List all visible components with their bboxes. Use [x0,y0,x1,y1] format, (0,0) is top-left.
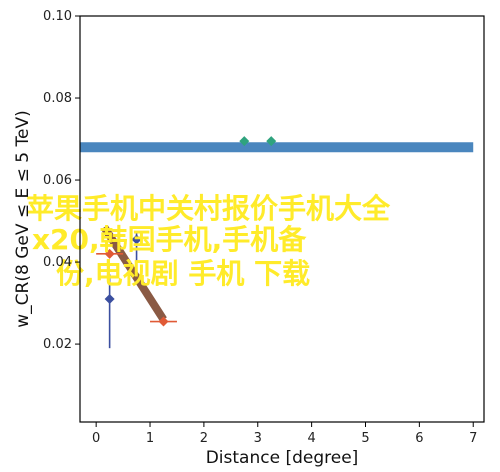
data-point [104,293,115,304]
data-point [131,234,142,245]
overlay-text-line: 份,电视剧 手机 下载 [56,257,310,290]
x-axis-title: Distance [degree] [206,448,359,468]
x-tick-label: 5 [361,431,369,446]
x-tick-label: 4 [307,431,315,446]
chart-marks [80,136,474,349]
y-tick-label: 0.10 [43,9,72,24]
overlay-text-line: 苹果手机中关村报价手机大全 [26,192,391,225]
data-point [158,316,169,327]
y-tick-label: 0.06 [43,173,72,188]
overlay-text-line: x20,韩国手机,手机备 [32,223,307,256]
x-tick-label: 7 [469,431,477,446]
y-tick-label: 0.02 [43,337,72,352]
y-tick-label: 0.08 [43,91,72,106]
data-point [239,136,250,147]
plot-area [80,16,484,422]
y-axis-title: w_CR(8 GeV ≤ E ≤ 5 TeV) [13,110,33,327]
x-tick-label: 6 [415,431,423,446]
x-tick-label: 1 [146,431,154,446]
data-point [266,136,277,147]
y-tick-label: 0.04 [43,255,72,270]
x-tick-label: 3 [254,431,262,446]
plot-background [80,16,484,422]
axes: 0 1 2 3 4 5 6 7 0.02 0.04 0.06 0.08 0.10 Distance [de… [13,9,485,468]
axes-frame [79,15,485,423]
data-point [104,248,115,259]
x-tick-label: 0 [92,431,100,446]
x-tick-label: 2 [200,431,208,446]
diagonal-band [100,225,167,322]
